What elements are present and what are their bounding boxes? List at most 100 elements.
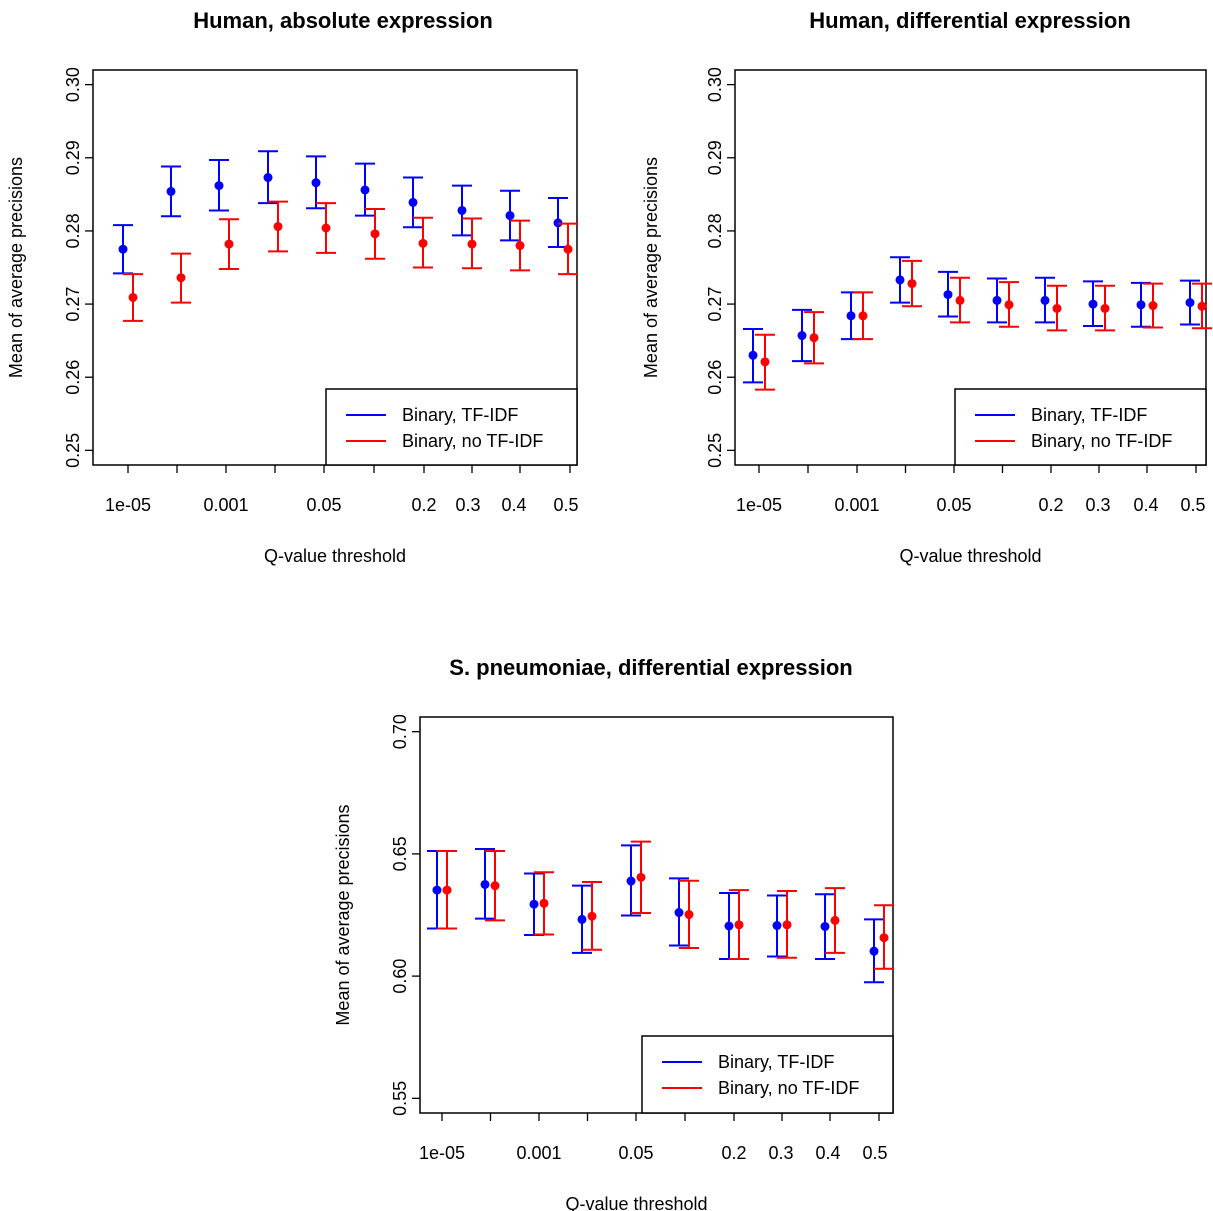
data-point bbox=[467, 239, 477, 249]
legend-box bbox=[325, 388, 578, 466]
data-point bbox=[166, 186, 176, 196]
data-point bbox=[176, 273, 186, 283]
data-point bbox=[895, 275, 905, 285]
chart-panel-human-differential: Human, differential expression 0.25 0.26 0.… bbox=[606, 0, 1213, 580]
x-tick-label: 0.3 bbox=[1085, 495, 1110, 515]
data-point bbox=[943, 290, 953, 300]
y-tick-label: 0.30 bbox=[705, 67, 725, 102]
data-point bbox=[1197, 301, 1207, 311]
data-point bbox=[748, 350, 758, 360]
data-point bbox=[820, 921, 830, 931]
data-point bbox=[760, 357, 770, 367]
x-tick-label: 0.2 bbox=[721, 1143, 746, 1163]
x-tick-label: 0.4 bbox=[1133, 495, 1158, 515]
data-point bbox=[992, 295, 1002, 305]
data-point bbox=[563, 244, 573, 254]
legend: Binary, TF-IDF Binary, no TF-IDF bbox=[641, 1035, 894, 1114]
x-tick-label: 0.05 bbox=[936, 495, 971, 515]
y-tick-label: 0.25 bbox=[705, 433, 725, 468]
data-point bbox=[734, 920, 744, 930]
chart-human-absolute: Human, absolute expression 0.25 0.26 0.27 0.… bbox=[6, 8, 579, 566]
data-point bbox=[442, 885, 452, 895]
data-point bbox=[263, 173, 273, 183]
legend: Binary, TF-IDF Binary, no TF-IDF bbox=[954, 388, 1207, 466]
legend-label: Binary, TF-IDF bbox=[718, 1052, 834, 1072]
data-point bbox=[224, 239, 234, 249]
legend-label: Binary, no TF-IDF bbox=[402, 431, 543, 451]
data-point bbox=[515, 241, 525, 251]
data-point bbox=[1088, 299, 1098, 309]
data-point bbox=[529, 899, 539, 909]
legend: Binary, TF-IDF Binary, no TF-IDF bbox=[325, 388, 578, 466]
x-tick-label: 0.4 bbox=[501, 495, 526, 515]
x-tick-label: 0.5 bbox=[553, 495, 578, 515]
y-tick-label: 0.26 bbox=[63, 360, 83, 395]
legend-box bbox=[641, 1035, 894, 1114]
x-tick-label: 1e-05 bbox=[736, 495, 782, 515]
x-tick-label: 0.001 bbox=[203, 495, 248, 515]
y-tick-label: 0.60 bbox=[390, 959, 410, 994]
series-binary-tfidf bbox=[113, 150, 568, 275]
chart-panel-s-pneumoniae-differential: S. pneumoniae, differential expression 0.… bbox=[320, 645, 900, 1211]
data-point bbox=[955, 295, 965, 305]
legend-label: Binary, TF-IDF bbox=[1031, 405, 1147, 425]
data-point bbox=[273, 222, 283, 232]
data-point bbox=[724, 921, 734, 931]
data-point bbox=[587, 911, 597, 921]
y-tick-label: 0.55 bbox=[390, 1081, 410, 1116]
data-point bbox=[879, 933, 889, 943]
y-tick-label: 0.70 bbox=[390, 714, 410, 749]
x-tick-label: 1e-05 bbox=[105, 495, 151, 515]
data-point bbox=[1185, 298, 1195, 308]
data-point bbox=[1136, 300, 1146, 310]
chart-panel-human-absolute: Human, absolute expression 0.25 0.26 0.27 0.… bbox=[0, 0, 606, 580]
x-axis-label: Q-value threshold bbox=[264, 546, 406, 566]
x-tick-label: 0.3 bbox=[768, 1143, 793, 1163]
y-tick-label: 0.27 bbox=[705, 287, 725, 322]
x-tick-label: 0.3 bbox=[455, 495, 480, 515]
y-tick-label: 0.29 bbox=[705, 140, 725, 175]
data-point bbox=[830, 915, 840, 925]
data-point bbox=[118, 244, 128, 254]
data-point bbox=[1040, 295, 1050, 305]
data-point bbox=[636, 872, 646, 882]
data-point bbox=[457, 205, 467, 215]
y-tick-label: 0.65 bbox=[390, 836, 410, 871]
data-point bbox=[311, 178, 321, 188]
y-axis-label: Mean of average precisions bbox=[641, 157, 661, 378]
x-tick-label: 0.5 bbox=[1180, 495, 1205, 515]
data-point bbox=[869, 946, 879, 956]
y-axis-label: Mean of average precisions bbox=[6, 157, 26, 378]
x-tick-label: 0.2 bbox=[411, 495, 436, 515]
series-binary-no-tfidf bbox=[123, 200, 578, 322]
data-point bbox=[782, 920, 792, 930]
y-tick-label: 0.25 bbox=[63, 433, 83, 468]
series-binary-no-tfidf bbox=[437, 840, 894, 970]
x-tick-label: 0.001 bbox=[834, 495, 879, 515]
x-tick-label: 0.4 bbox=[815, 1143, 840, 1163]
data-point bbox=[1148, 301, 1158, 311]
data-point bbox=[490, 881, 500, 891]
x-tick-label: 0.05 bbox=[618, 1143, 653, 1163]
data-point bbox=[1052, 303, 1062, 313]
data-point bbox=[480, 879, 490, 889]
data-point bbox=[684, 910, 694, 920]
data-point bbox=[321, 223, 331, 233]
legend-label: Binary, TF-IDF bbox=[402, 405, 518, 425]
chart-title: Human, absolute expression bbox=[193, 8, 493, 33]
y-tick-label: 0.27 bbox=[63, 287, 83, 322]
y-tick-label: 0.28 bbox=[705, 213, 725, 248]
data-point bbox=[907, 279, 917, 289]
chart-s-pneumoniae-differential: S. pneumoniae, differential expression 0.… bbox=[333, 655, 894, 1211]
data-point bbox=[858, 311, 868, 321]
legend-box bbox=[954, 388, 1207, 466]
y-tick-label: 0.28 bbox=[63, 213, 83, 248]
y-axis-label: Mean of average precisions bbox=[333, 804, 353, 1025]
data-point bbox=[505, 211, 515, 221]
data-point bbox=[577, 914, 587, 924]
series-binary-no-tfidf bbox=[755, 259, 1212, 391]
data-point bbox=[539, 898, 549, 908]
legend-label: Binary, no TF-IDF bbox=[1031, 431, 1172, 451]
chart-title: Human, differential expression bbox=[809, 8, 1131, 33]
chart-title: S. pneumoniae, differential expression bbox=[449, 655, 852, 680]
